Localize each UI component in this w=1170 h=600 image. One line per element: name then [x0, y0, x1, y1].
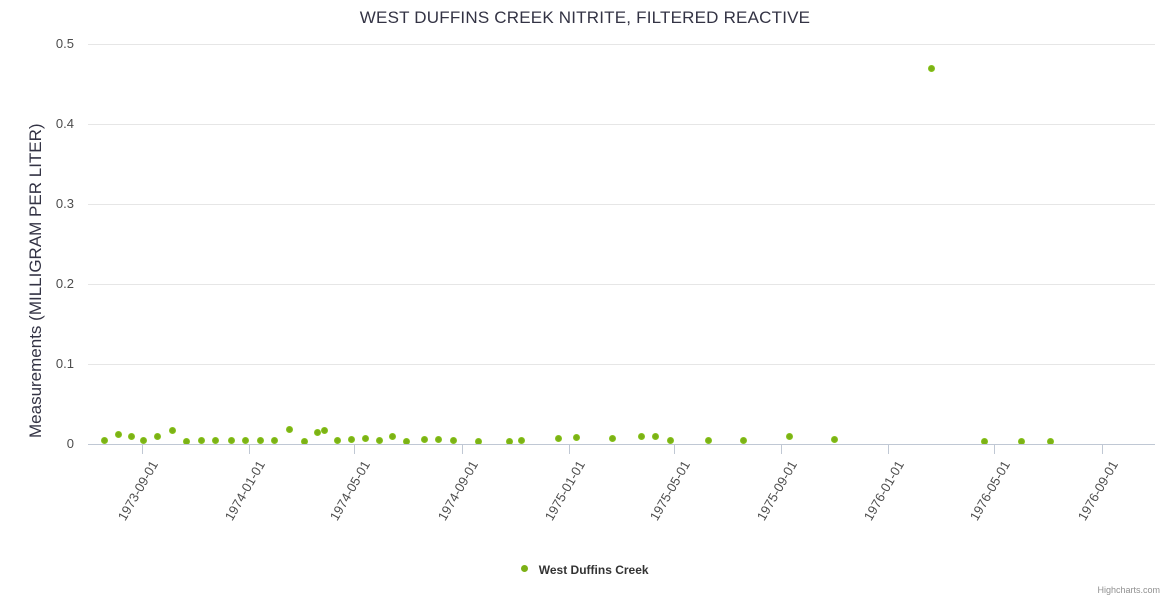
x-tick-label: 1975-05-01: [646, 458, 693, 524]
x-tick-mark: [993, 445, 995, 454]
data-point[interactable]: [320, 426, 328, 434]
plot-area: [88, 44, 1155, 446]
legend-marker-icon: [521, 565, 529, 573]
x-tick-mark: [568, 445, 570, 454]
data-point[interactable]: [270, 437, 278, 445]
chart-legend: West Duffins Creek: [0, 562, 1170, 577]
data-point[interactable]: [313, 429, 321, 437]
x-tick-mark: [781, 445, 783, 454]
x-tick-mark: [249, 445, 251, 454]
y-tick-label: 0.1: [55, 356, 74, 371]
x-tick-label: 1976-09-01: [1074, 458, 1121, 524]
data-point[interactable]: [420, 435, 428, 443]
data-point[interactable]: [115, 430, 123, 438]
y-grid-line: [88, 204, 1155, 205]
data-point[interactable]: [168, 426, 176, 434]
data-point[interactable]: [608, 434, 616, 442]
x-tick-label: 1974-01-01: [221, 458, 269, 524]
data-point[interactable]: [705, 437, 713, 445]
x-tick-label: 1975-09-01: [753, 458, 801, 524]
x-tick-label: 1974-05-01: [326, 458, 374, 524]
y-grid-line: [88, 284, 1155, 285]
highcharts-credits-link[interactable]: Highcharts.com: [1097, 585, 1160, 595]
legend-item-label: West Duffins Creek: [538, 562, 649, 577]
data-point[interactable]: [285, 426, 293, 434]
data-point[interactable]: [637, 433, 645, 441]
data-point[interactable]: [256, 437, 264, 445]
chart-title: WEST DUFFINS CREEK NITRITE, FILTERED REA…: [359, 8, 811, 27]
x-axis-line: [88, 444, 1155, 445]
data-point[interactable]: [554, 434, 562, 442]
data-point[interactable]: [449, 436, 457, 444]
data-point[interactable]: [128, 433, 136, 441]
x-tick-label: 1976-01-01: [860, 458, 908, 524]
data-point[interactable]: [228, 436, 236, 444]
x-tick-mark: [673, 445, 675, 454]
data-point[interactable]: [198, 437, 206, 445]
data-point[interactable]: [389, 433, 397, 441]
y-grid-line: [88, 124, 1155, 125]
data-point[interactable]: [153, 433, 161, 441]
legend-item-west-duffins-creek[interactable]: West Duffins Creek: [521, 562, 649, 577]
data-point[interactable]: [242, 437, 250, 445]
x-tick-mark: [142, 445, 144, 454]
data-point[interactable]: [831, 435, 839, 443]
data-point[interactable]: [572, 434, 580, 442]
data-point[interactable]: [517, 437, 525, 445]
data-point[interactable]: [651, 432, 659, 440]
x-tick-label: 1975-01-01: [541, 458, 588, 524]
y-tick-label: 0: [66, 436, 74, 451]
x-tick-label: 1976-05-01: [966, 458, 1013, 524]
data-point[interactable]: [434, 435, 442, 443]
y-tick-label: 0.4: [55, 116, 74, 131]
y-tick-label: 0.3: [55, 196, 74, 211]
x-tick-label: 1974-09-01: [434, 458, 481, 524]
x-tick-mark: [1101, 445, 1103, 454]
y-tick-label: 0.2: [55, 276, 74, 291]
y-grid-line: [88, 44, 1155, 45]
data-point[interactable]: [785, 432, 793, 440]
x-tick-label: 1973-09-01: [115, 458, 162, 524]
x-tick-mark: [461, 445, 463, 454]
data-point[interactable]: [361, 434, 369, 442]
y-axis-title: Measurements (MILLIGRAM PER LITER): [26, 123, 45, 438]
data-point[interactable]: [928, 64, 936, 72]
data-point[interactable]: [101, 437, 109, 445]
y-grid-line: [88, 364, 1155, 365]
data-point[interactable]: [333, 437, 341, 445]
data-point[interactable]: [347, 435, 355, 443]
data-point[interactable]: [375, 436, 383, 444]
x-tick-mark: [888, 445, 890, 454]
y-tick-label: 0.5: [55, 36, 74, 51]
data-point[interactable]: [740, 436, 748, 444]
data-point[interactable]: [212, 436, 220, 444]
data-point[interactable]: [667, 437, 675, 445]
x-tick-mark: [354, 445, 356, 454]
data-point[interactable]: [139, 437, 147, 445]
